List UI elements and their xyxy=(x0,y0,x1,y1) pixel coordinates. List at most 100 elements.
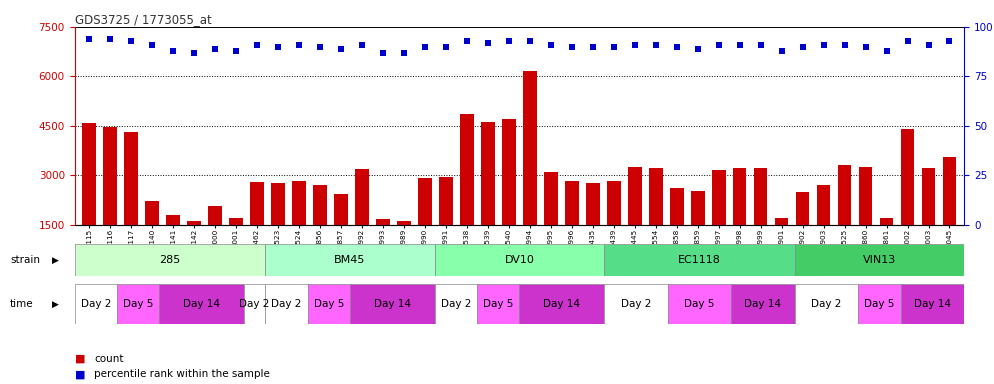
Text: ■: ■ xyxy=(75,354,85,364)
Point xyxy=(732,41,747,48)
Point xyxy=(229,48,245,54)
Text: Day 14: Day 14 xyxy=(544,299,580,310)
Bar xyxy=(418,179,431,274)
Point xyxy=(375,50,391,56)
Bar xyxy=(691,191,705,274)
Point xyxy=(816,41,832,48)
Bar xyxy=(477,284,520,324)
Bar xyxy=(292,181,306,274)
Bar xyxy=(124,132,138,274)
Text: Day 2: Day 2 xyxy=(240,299,269,310)
Bar xyxy=(271,184,285,274)
Bar xyxy=(519,284,604,324)
Bar xyxy=(434,284,477,324)
Point xyxy=(312,44,328,50)
Point xyxy=(165,48,181,54)
Point xyxy=(396,50,412,56)
Text: ▶: ▶ xyxy=(52,300,59,309)
Bar xyxy=(265,244,434,276)
Bar xyxy=(523,71,537,274)
Point xyxy=(501,38,517,44)
Bar xyxy=(313,185,327,274)
Point xyxy=(543,41,559,48)
Point xyxy=(123,38,139,44)
Point xyxy=(354,41,370,48)
Bar xyxy=(145,200,159,274)
Text: Day 5: Day 5 xyxy=(313,299,344,310)
Text: Day 5: Day 5 xyxy=(864,299,895,310)
Text: Day 2: Day 2 xyxy=(620,299,651,310)
Point xyxy=(291,41,307,48)
Text: VIN13: VIN13 xyxy=(863,255,896,265)
Text: count: count xyxy=(94,354,124,364)
Bar xyxy=(209,205,222,274)
Bar xyxy=(460,114,474,274)
Text: strain: strain xyxy=(10,255,40,265)
Bar xyxy=(166,215,180,274)
Bar xyxy=(544,172,558,274)
Bar xyxy=(753,168,767,274)
Text: GDS3725 / 1773055_at: GDS3725 / 1773055_at xyxy=(75,13,212,26)
Bar xyxy=(649,168,663,274)
Text: Day 2: Day 2 xyxy=(271,299,301,310)
Point xyxy=(690,46,706,52)
Bar xyxy=(774,218,788,274)
Bar xyxy=(901,284,964,324)
Bar xyxy=(307,284,350,324)
Point xyxy=(584,44,600,50)
Bar xyxy=(355,169,369,274)
Text: EC1118: EC1118 xyxy=(678,255,721,265)
Text: percentile rank within the sample: percentile rank within the sample xyxy=(94,369,270,379)
Text: Day 2: Day 2 xyxy=(811,299,842,310)
Point xyxy=(669,44,685,50)
Text: Day 2: Day 2 xyxy=(81,299,111,310)
Point xyxy=(186,50,202,56)
Bar xyxy=(732,284,795,324)
Bar xyxy=(565,181,579,274)
Bar xyxy=(670,188,684,274)
Text: DV10: DV10 xyxy=(504,255,535,265)
Bar xyxy=(604,244,795,276)
Point xyxy=(858,44,874,50)
Bar xyxy=(230,218,243,274)
Bar xyxy=(502,119,516,274)
Bar xyxy=(75,284,117,324)
Bar xyxy=(103,127,117,274)
Point xyxy=(480,40,496,46)
Text: BM45: BM45 xyxy=(334,255,366,265)
Bar xyxy=(817,185,830,274)
Point xyxy=(605,44,621,50)
Bar xyxy=(376,219,390,274)
Bar xyxy=(83,123,96,274)
Bar xyxy=(117,284,159,324)
Bar xyxy=(921,168,935,274)
Bar xyxy=(604,284,668,324)
Text: Day 5: Day 5 xyxy=(483,299,513,310)
Bar xyxy=(858,284,901,324)
Bar xyxy=(244,284,265,324)
Bar xyxy=(265,284,307,324)
Point xyxy=(82,36,97,42)
Point xyxy=(900,38,915,44)
Text: Day 14: Day 14 xyxy=(913,299,951,310)
Bar xyxy=(796,192,809,274)
Point xyxy=(794,44,810,50)
Bar xyxy=(398,221,411,274)
Bar xyxy=(859,167,873,274)
Point xyxy=(249,41,265,48)
Point xyxy=(417,44,433,50)
Text: Day 14: Day 14 xyxy=(745,299,781,310)
Bar xyxy=(250,182,264,274)
Point xyxy=(564,44,580,50)
Point xyxy=(711,41,727,48)
Bar xyxy=(350,284,434,324)
Bar xyxy=(334,194,348,274)
Point xyxy=(627,41,643,48)
Point xyxy=(207,46,223,52)
Bar xyxy=(668,284,732,324)
Bar xyxy=(586,184,599,274)
Bar xyxy=(838,166,852,274)
Text: time: time xyxy=(10,299,34,310)
Point xyxy=(522,38,538,44)
Bar xyxy=(712,170,726,274)
